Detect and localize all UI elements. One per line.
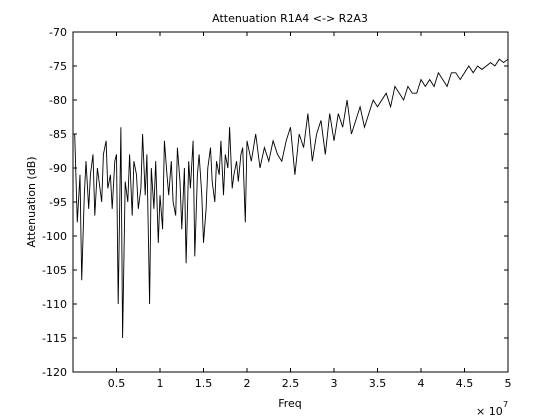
- y-tick-label: -95: [49, 196, 67, 209]
- y-tick-label: -120: [42, 366, 67, 379]
- x-axis-multiplier-exponent: 7: [503, 400, 508, 409]
- chart-title: Attenuation R1A4 <-> R2A3: [212, 12, 368, 25]
- y-tick-label: -110: [42, 298, 67, 311]
- x-tick-label: 2: [244, 377, 251, 390]
- x-axis-multiplier: × 10: [476, 405, 503, 418]
- y-tick-label: -70: [49, 26, 67, 39]
- plot-area: [73, 32, 508, 372]
- x-tick-label: 1: [157, 377, 164, 390]
- x-tick-label: 1.5: [195, 377, 213, 390]
- x-tick-label: 3: [331, 377, 338, 390]
- x-tick-label: 4.5: [456, 377, 474, 390]
- y-tick-label: -115: [42, 332, 67, 345]
- y-tick-label: -85: [49, 128, 67, 141]
- x-axis-ticks: 0.5 1 1.5 2 2.5 3 3.5 4 4.5 5: [108, 32, 512, 390]
- x-tick-label: 2.5: [282, 377, 300, 390]
- x-axis-label: Freq: [278, 397, 302, 410]
- y-tick-label: -80: [49, 94, 67, 107]
- y-tick-label: -90: [49, 162, 67, 175]
- x-tick-label: 4: [418, 377, 425, 390]
- x-tick-label: 3.5: [369, 377, 387, 390]
- y-tick-label: -75: [49, 60, 67, 73]
- series-layer: [74, 58, 509, 339]
- y-tick-label: -100: [42, 230, 67, 243]
- y-tick-label: -105: [42, 264, 67, 277]
- x-tick-label: 5: [505, 377, 512, 390]
- x-tick-label: 0.5: [108, 377, 126, 390]
- series-line-0: [74, 58, 509, 339]
- y-axis-ticks: -120 -115 -110 -105 -100 -95 -90 -85 -80 -75 -70: [42, 26, 508, 379]
- y-axis-label: Attenuation (dB): [25, 156, 38, 247]
